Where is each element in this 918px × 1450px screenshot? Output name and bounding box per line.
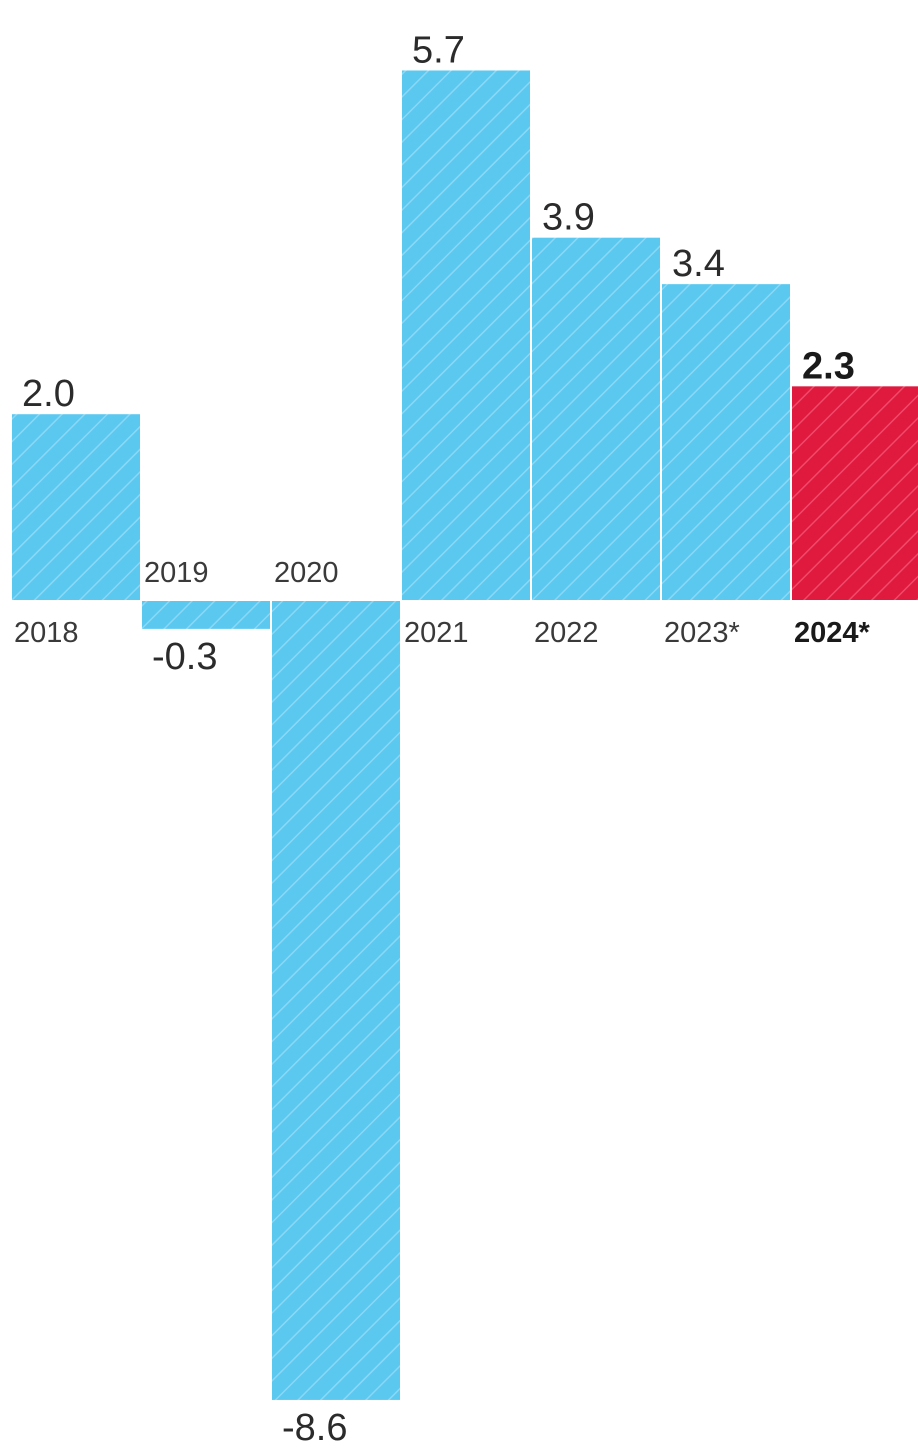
- bar-2020: [272, 601, 400, 1400]
- value-label: -0.3: [152, 636, 217, 678]
- bar-2024: [792, 386, 918, 600]
- value-label: 5.7: [412, 29, 465, 71]
- bar-2019: [142, 601, 270, 629]
- category-label: 2022: [534, 617, 599, 649]
- value-label: 2.0: [22, 373, 75, 415]
- bar-2022: [532, 237, 660, 600]
- category-label: 2021: [404, 617, 469, 649]
- value-label: 2.3: [802, 345, 855, 387]
- labels-group: 2.0 2018 -0.3 2019 -8.6 2020 5.7 2021 3.9 2022 3.4…: [14, 29, 871, 1448]
- category-label: 2020: [274, 557, 339, 589]
- bar-2021: [402, 70, 530, 601]
- bar-2023: [662, 284, 790, 600]
- bars-group: [12, 70, 918, 1400]
- bar-2018: [12, 414, 140, 600]
- value-label: -8.6: [282, 1407, 347, 1449]
- value-label: 3.9: [542, 197, 595, 239]
- category-label: 2023*: [664, 617, 740, 649]
- value-label: 3.4: [672, 243, 725, 285]
- category-label: 2024*: [794, 617, 871, 649]
- category-label: 2019: [144, 557, 209, 589]
- category-label: 2018: [14, 617, 79, 649]
